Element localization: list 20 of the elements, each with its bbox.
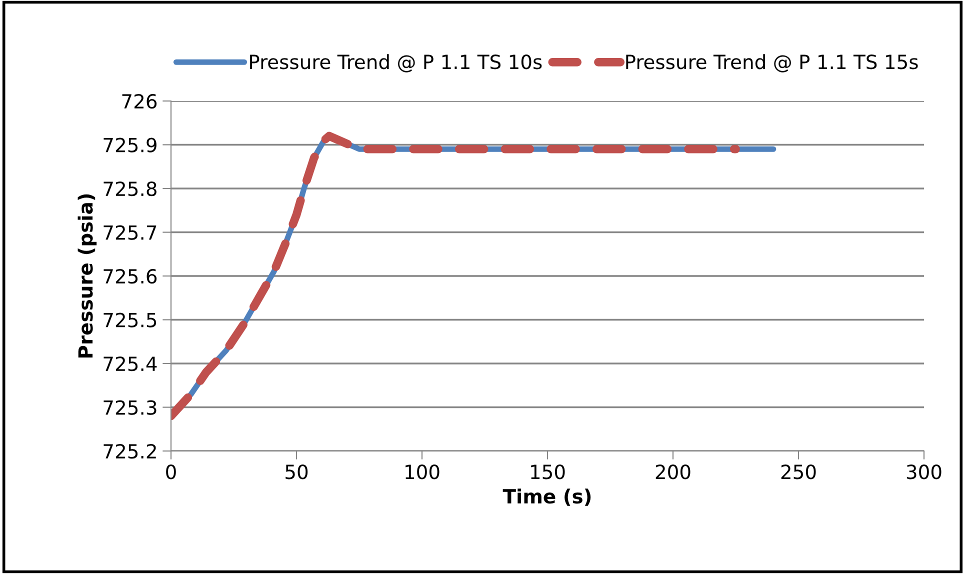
y-tick-label: 725.6: [104, 268, 157, 284]
y-tick-label: 725.5: [104, 312, 156, 328]
y-tick-label: 725.2: [104, 444, 156, 459]
legend-label: Pressure Trend @ P 1.1 TS 15s: [626, 54, 918, 72]
y-axis-title: Pressure (psia): [78, 194, 97, 358]
legend-label: Pressure Trend @ P 1.1 TS 10s: [250, 54, 542, 72]
y-tick-label: 725.4: [104, 356, 157, 372]
x-tick-label: 200: [656, 464, 690, 480]
x-tick-label: 300: [906, 464, 942, 480]
y-tick-label: 725.3: [104, 400, 156, 415]
x-tick-label: 50: [286, 464, 308, 480]
y-tick-label: 726: [122, 94, 157, 109]
x-axis-title: Time (s): [502, 488, 591, 506]
x-tick-label: 0: [166, 464, 176, 480]
y-tick-label: 725.8: [104, 181, 156, 196]
y-tick-label: 725.9: [104, 138, 156, 152]
x-tick-label: 250: [781, 464, 816, 480]
x-tick-label: 100: [406, 464, 440, 480]
y-tick-label: 725.7: [104, 225, 156, 240]
x-tick-label: 150: [531, 464, 565, 480]
